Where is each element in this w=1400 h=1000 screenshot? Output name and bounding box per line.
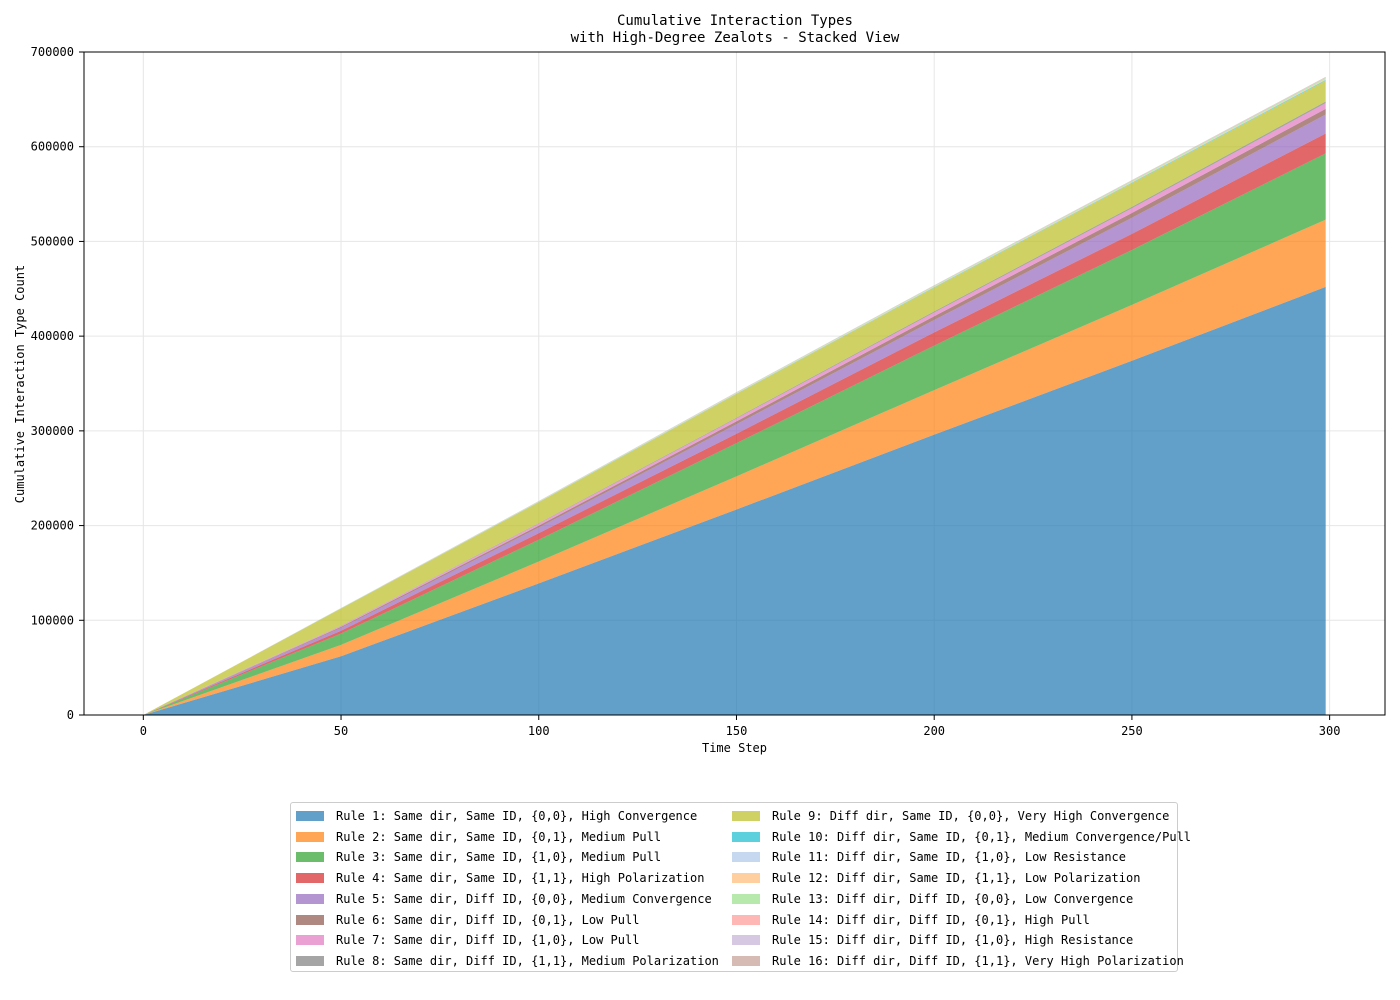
x-tick-label: 0 <box>140 724 147 738</box>
x-tick-label: 250 <box>1121 724 1143 738</box>
legend-swatch <box>296 852 324 863</box>
legend-label: Rule 2: Same dir, Same ID, {0,1}, Medium… <box>336 829 662 844</box>
legend-label: Rule 13: Diff dir, Diff ID, {0,0}, Low C… <box>772 891 1134 906</box>
legend-label: Rule 15: Diff dir, Diff ID, {1,0}, High … <box>772 933 1134 948</box>
legend-label: Rule 4: Same dir, Same ID, {1,1}, High P… <box>336 871 705 886</box>
legend-item-rule-2: Rule 2: Same dir, Same ID, {0,1}, Medium… <box>296 827 661 847</box>
axis-ticks: 0 50 100 150 200 250 300 0 100000 200000 300000 400… <box>31 45 1341 738</box>
legend-label: Rule 3: Same dir, Same ID, {1,0}, Medium… <box>336 850 662 865</box>
legend-item-rule-15: Rule 15: Diff dir, Diff ID, {1,0}, High … <box>732 930 1133 950</box>
chart-canvas: 0 50 100 150 200 250 300 0 100000 200000 300000 400… <box>31 45 1386 738</box>
legend-item-rule-11: Rule 11: Diff dir, Same ID, {1,0}, Low R… <box>732 847 1126 867</box>
legend: Rule 1: Same dir, Same ID, {0,0}, High C… <box>290 802 1191 972</box>
legend-item-rule-5: Rule 5: Same dir, Diff ID, {0,0}, Medium… <box>296 889 712 909</box>
legend-label: Rule 11: Diff dir, Same ID, {1,0}, Low R… <box>772 850 1127 865</box>
stacked-areas <box>143 76 1326 716</box>
x-tick-label: 300 <box>1319 724 1341 738</box>
legend-swatch <box>732 935 760 946</box>
y-tick-label: 500000 <box>31 234 74 248</box>
legend-swatch <box>296 893 324 904</box>
x-tick-label: 100 <box>528 724 550 738</box>
legend-swatch <box>296 955 324 966</box>
legend-item-rule-1: Rule 1: Same dir, Same ID, {0,0}, High C… <box>296 806 697 826</box>
x-axis-label: Time Step <box>701 741 768 755</box>
legend-label: Rule 7: Same dir, Diff ID, {1,0}, Low Pu… <box>336 933 640 948</box>
legend-item-rule-10: Rule 10: Diff dir, Same ID, {0,1}, Mediu… <box>732 827 1191 847</box>
y-tick-label: 400000 <box>31 329 74 343</box>
area-rule-1 <box>143 286 1326 715</box>
legend-label: Rule 6: Same dir, Diff ID, {0,1}, Low Pu… <box>336 912 640 927</box>
legend-item-rule-13: Rule 13: Diff dir, Diff ID, {0,0}, Low C… <box>732 889 1133 909</box>
legend-item-rule-16: Rule 16: Diff dir, Diff ID, {1,1}, Very … <box>732 951 1184 971</box>
legend-swatch <box>296 811 324 821</box>
legend-label: Rule 9: Diff dir, Same ID, {0,0}, Very H… <box>772 809 1170 823</box>
legend-item-rule-3: Rule 3: Same dir, Same ID, {1,0}, Medium… <box>296 847 661 867</box>
legend-swatch <box>296 935 324 946</box>
legend-swatch <box>732 873 760 884</box>
y-axis-label: Cumulative Interaction Type Count <box>13 264 27 504</box>
y-tick-label: 300000 <box>31 424 74 438</box>
legend-swatch <box>732 811 760 821</box>
legend-item-rule-8: Rule 8: Same dir, Diff ID, {1,1}, Medium… <box>296 951 719 971</box>
legend-swatch <box>296 914 324 925</box>
x-tick-label: 150 <box>726 724 748 738</box>
legend-swatch <box>732 893 760 904</box>
legend-swatch <box>296 831 324 842</box>
y-tick-label: 200000 <box>31 519 74 533</box>
legend-label: Rule 12: Diff dir, Same ID, {1,1}, Low P… <box>772 871 1141 886</box>
chart-title-line-1: Cumulative Interaction Types <box>616 13 853 29</box>
y-tick-label: 0 <box>67 708 74 722</box>
legend-swatch <box>296 873 324 884</box>
area-rule-9 <box>143 80 1326 716</box>
plot-frame <box>83 51 1386 716</box>
legend-item-rule-7: Rule 7: Same dir, Diff ID, {1,0}, Low Pu… <box>296 930 639 950</box>
legend-swatch <box>732 852 760 863</box>
legend-swatch <box>732 955 760 966</box>
legend-swatch <box>732 914 760 925</box>
y-tick-label: 100000 <box>31 613 74 627</box>
legend-label: Rule 1: Same dir, Same ID, {0,0}, High C… <box>336 809 698 823</box>
legend-swatch <box>732 831 760 842</box>
legend-label: Rule 8: Same dir, Diff ID, {1,1}, Medium… <box>336 953 719 968</box>
legend-item-rule-4: Rule 4: Same dir, Same ID, {1,1}, High P… <box>296 868 704 888</box>
legend-label: Rule 10: Diff dir, Same ID, {0,1}, Mediu… <box>772 829 1192 844</box>
y-tick-label: 700000 <box>31 45 74 59</box>
x-tick-label: 200 <box>923 724 945 738</box>
legend-label: Rule 16: Diff dir, Diff ID, {1,1}, Very … <box>772 953 1184 968</box>
y-tick-label: 600000 <box>31 140 74 154</box>
legend-label: Rule 5: Same dir, Diff ID, {0,0}, Medium… <box>336 891 712 906</box>
legend-item-rule-12: Rule 12: Diff dir, Same ID, {1,1}, Low P… <box>732 868 1140 888</box>
legend-label: Rule 14: Diff dir, Diff ID, {0,1}, High … <box>772 912 1090 927</box>
legend-item-rule-6: Rule 6: Same dir, Diff ID, {0,1}, Low Pu… <box>296 910 639 930</box>
legend-item-rule-14: Rule 14: Diff dir, Diff ID, {0,1}, High … <box>732 910 1090 930</box>
legend-item-rule-9: Rule 9: Diff dir, Same ID, {0,0}, Very H… <box>732 806 1169 826</box>
x-tick-label: 50 <box>334 724 348 738</box>
area-rule-13 <box>143 77 1326 715</box>
chart-title-line-2: with High-Degree Zealots - Stacked View <box>570 30 900 46</box>
